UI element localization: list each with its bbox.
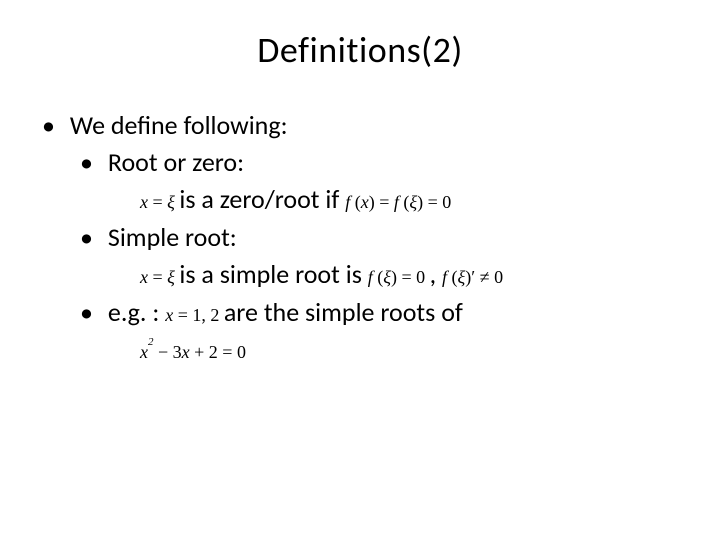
text: is a simple root is (179, 258, 367, 290)
math-fxi-prime-ne-0: f (ξ)′ ≠ 0 (442, 267, 503, 287)
math-quadratic: x2 − 3x + 2 = 0 (140, 342, 246, 362)
bullet-lvl3-simple-def: x = ξ is a simple root is f (ξ) = 0 , f … (140, 257, 680, 293)
text: e.g. : (108, 296, 165, 328)
text: are the simple roots of (224, 296, 463, 328)
math-x-eq-12: x = 1, 2 (165, 305, 224, 325)
text: is a zero/root if (179, 183, 345, 215)
text: Root or zero: (108, 146, 244, 178)
bullet-lvl3-equation: x2 − 3x + 2 = 0 (140, 332, 680, 368)
math-x-eq-xi-2: x = ξ (140, 267, 179, 287)
bullet-lvl1: We define following: (64, 108, 680, 143)
text-sep: , (430, 258, 442, 290)
bullet-lvl2-root: Root or zero: (102, 145, 680, 180)
slide: Definitions(2) We define following: Root… (0, 0, 720, 540)
math-x-eq-xi: x = ξ (140, 192, 179, 212)
text: Simple root: (108, 221, 237, 253)
math-fx-eq-fxi-0: f (x) = f (ξ) = 0 (345, 192, 451, 212)
page-title: Definitions(2) (40, 28, 680, 72)
bullet-lvl2-example: e.g. : x = 1, 2 are the simple roots of (102, 295, 680, 330)
text: We define following: (70, 109, 288, 141)
math-fxi-0: f (ξ) = 0 (368, 267, 430, 287)
content-list: We define following: Root or zero: x = ξ… (40, 108, 680, 368)
bullet-lvl3-root-def: x = ξ is a zero/root if f (x) = f (ξ) = … (140, 182, 680, 218)
bullet-lvl2-simple: Simple root: (102, 220, 680, 255)
